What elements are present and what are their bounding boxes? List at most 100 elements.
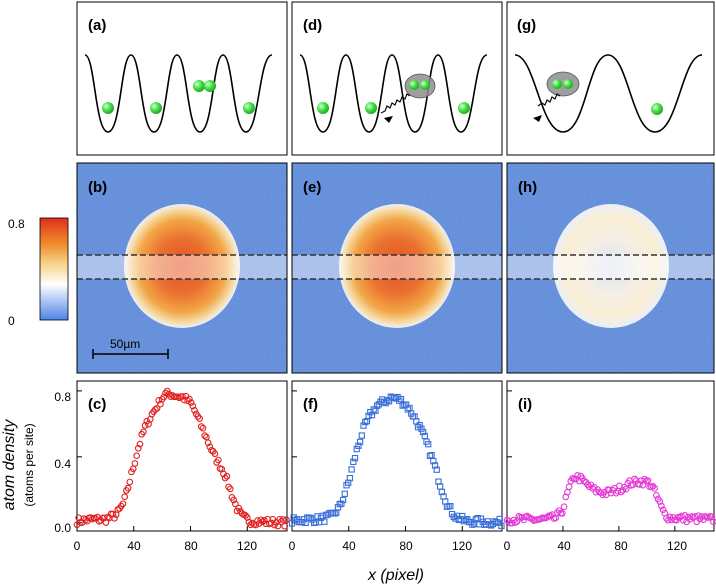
- data-point: [653, 492, 660, 499]
- data-point: [428, 451, 435, 459]
- photon-arrowhead: [533, 115, 542, 122]
- data-point: [196, 415, 203, 422]
- data-point: [153, 405, 161, 412]
- atom: [651, 103, 663, 115]
- data-point: [418, 425, 425, 432]
- scale-bar-label: 50µm: [110, 337, 140, 351]
- selection-band: [292, 255, 502, 279]
- data-point: [658, 502, 665, 510]
- data-point: [133, 452, 140, 460]
- y-tick-label: 0.0: [54, 521, 71, 535]
- photon-wavy-arrow: [537, 93, 561, 107]
- x-tick-label: 0: [504, 539, 511, 553]
- x-tick-label: 80: [184, 539, 198, 553]
- data-point: [204, 439, 212, 447]
- data-point: [279, 516, 287, 523]
- data-point: [230, 496, 237, 504]
- data-point: [184, 397, 192, 405]
- data-point: [431, 462, 439, 469]
- data-point: [414, 423, 422, 431]
- data-point: [559, 510, 566, 517]
- y-tick-label: 0.8: [54, 390, 71, 404]
- data-point: [221, 474, 229, 482]
- data-point: [226, 485, 234, 493]
- data-point: [199, 424, 207, 432]
- data-point: [394, 393, 401, 401]
- data-point: [425, 441, 432, 448]
- data-point: [362, 418, 369, 426]
- data-point: [356, 438, 364, 446]
- x-tick-label: 40: [557, 539, 571, 553]
- data-point: [584, 481, 591, 489]
- data-point: [617, 488, 625, 496]
- molecule-icon: [404, 73, 436, 99]
- data-point: [416, 421, 423, 429]
- data-point: [186, 395, 193, 403]
- data-point: [399, 402, 406, 409]
- lattice-potential-a: [84, 54, 273, 133]
- atom: [409, 80, 419, 90]
- data-point: [162, 389, 169, 397]
- atom: [193, 80, 205, 92]
- data-point: [348, 466, 355, 473]
- data-point: [288, 520, 296, 527]
- data-point: [664, 516, 672, 524]
- data-point: [249, 519, 256, 527]
- data-point: [678, 512, 685, 520]
- x-tick-label: 120: [667, 539, 687, 553]
- data-point: [498, 522, 505, 530]
- panel-label-f: (f): [303, 396, 318, 413]
- data-point: [353, 445, 360, 453]
- data-point: [447, 502, 454, 510]
- data-point: [710, 518, 716, 526]
- image-panel-e: (e): [291, 162, 503, 374]
- data-point: [260, 517, 268, 524]
- data-point: [355, 442, 362, 449]
- atom: [243, 102, 255, 114]
- data-point: [206, 443, 214, 451]
- data-point: [404, 406, 411, 413]
- x-axis-label: x (pixel): [367, 567, 424, 584]
- selection-band: [507, 255, 714, 279]
- data-point: [426, 452, 434, 460]
- data-point: [631, 475, 638, 483]
- data-point: [474, 514, 481, 522]
- panel-label-c: (c): [88, 396, 106, 413]
- data-point: [469, 521, 476, 528]
- data-point: [189, 402, 197, 410]
- data-point: [365, 412, 372, 419]
- panel-label-g: (g): [517, 17, 536, 34]
- data-point: [694, 512, 702, 520]
- x-tick-label: 0: [289, 539, 296, 553]
- colorbar-min-label: 0: [8, 314, 15, 328]
- atom: [458, 102, 470, 114]
- data-point: [339, 496, 347, 504]
- colorbar: 0.8 0: [8, 217, 69, 328]
- data-point: [211, 450, 219, 458]
- data-point: [397, 395, 405, 403]
- data-point: [370, 406, 377, 413]
- data-point: [121, 493, 129, 501]
- atom: [365, 102, 377, 114]
- data-point: [338, 500, 345, 507]
- lattice-panel-d: (d): [291, 1, 503, 156]
- atom: [102, 102, 114, 114]
- image-panel-h: (h): [506, 162, 715, 374]
- data-point: [255, 520, 263, 527]
- data-point: [396, 397, 403, 404]
- data-point: [488, 522, 495, 529]
- data-point: [109, 510, 117, 518]
- atom: [563, 79, 573, 89]
- data-point: [373, 402, 381, 409]
- data-point: [187, 399, 195, 406]
- data-point: [358, 432, 365, 439]
- panel-label-h: (h): [518, 179, 537, 196]
- data-point: [345, 479, 352, 486]
- data-point: [433, 466, 440, 473]
- atom: [150, 102, 162, 114]
- data-point: [705, 514, 712, 521]
- data-point: [477, 515, 485, 522]
- data-point: [307, 514, 314, 522]
- data-point: [413, 418, 420, 425]
- y-axis-label: atom density: [1, 419, 18, 511]
